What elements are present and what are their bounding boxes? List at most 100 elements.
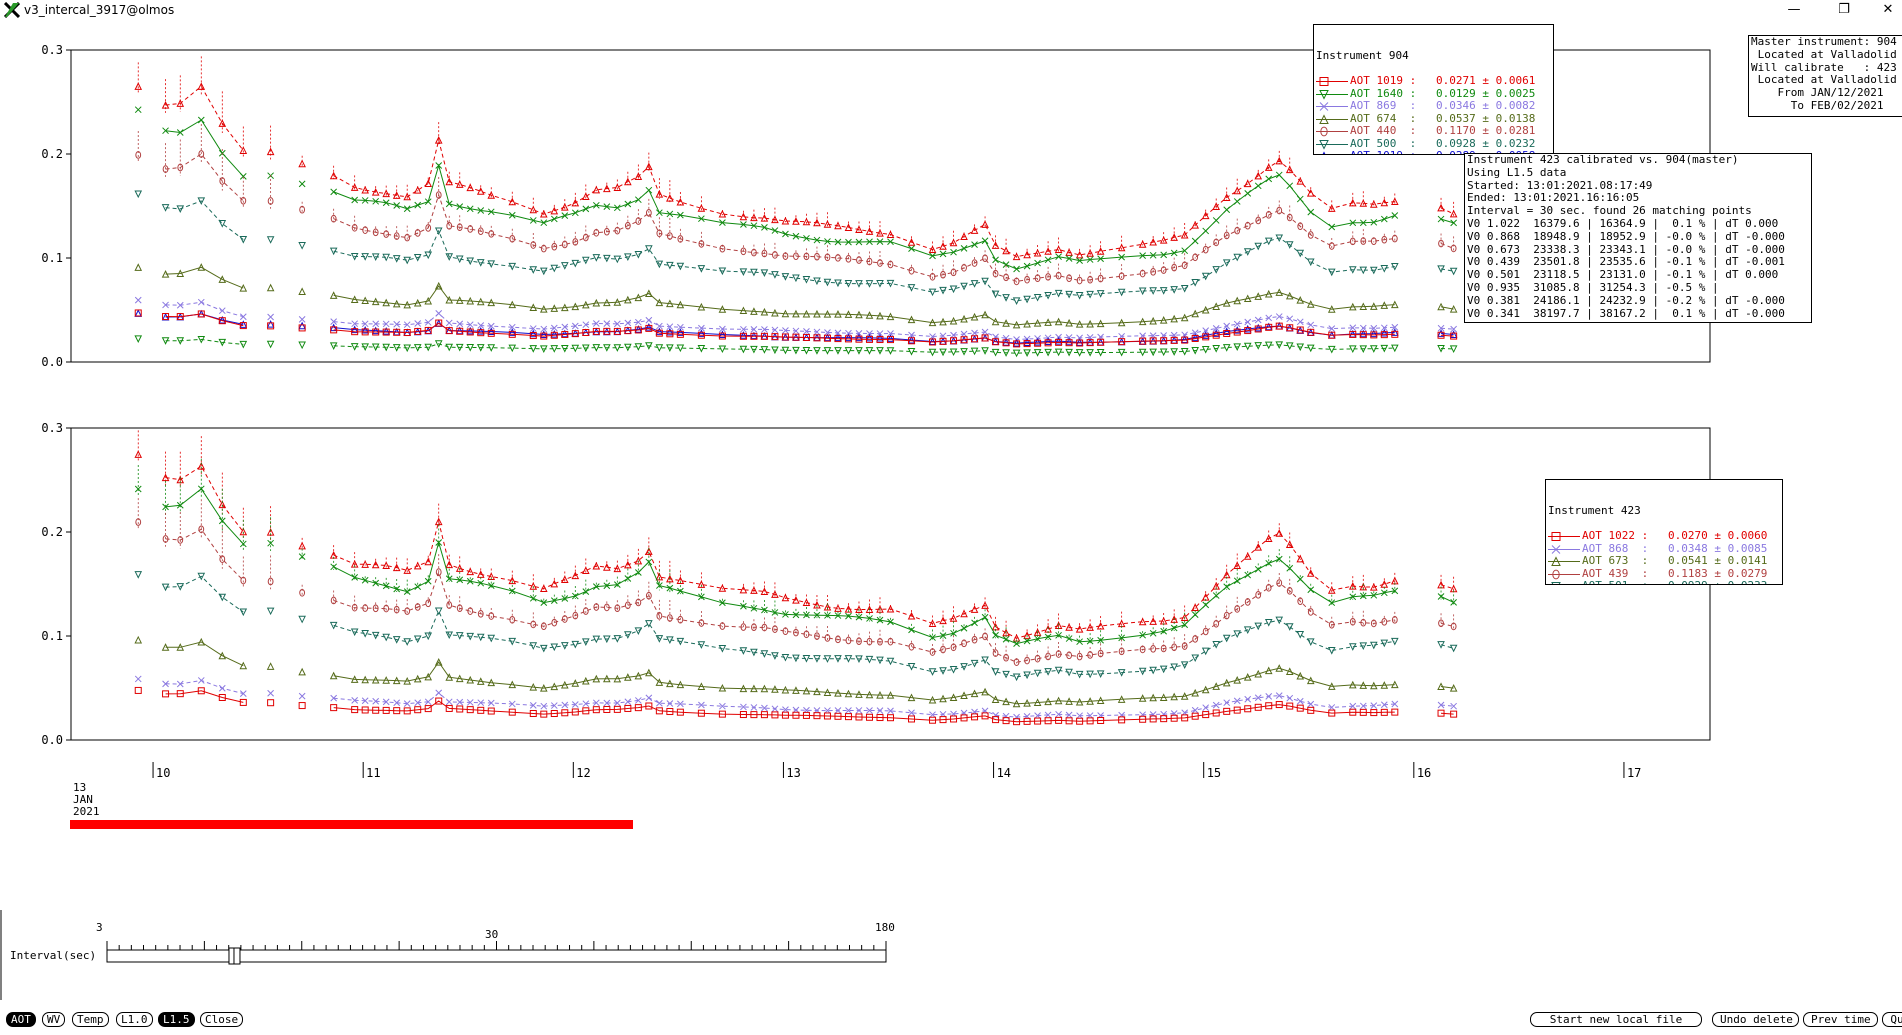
data-point — [760, 269, 769, 278]
data-point — [1033, 248, 1042, 257]
data-point — [455, 632, 464, 640]
slider-track[interactable] — [106, 949, 887, 963]
data-point — [772, 251, 778, 259]
data-point — [540, 332, 548, 340]
x-marker-icon — [1316, 102, 1348, 111]
data-point — [718, 332, 726, 340]
data-point — [1139, 715, 1147, 723]
mode-button-close[interactable]: Close — [200, 1012, 244, 1027]
data-point — [645, 245, 653, 253]
data-point — [856, 256, 862, 264]
data-point — [1171, 643, 1178, 652]
data-point — [802, 333, 810, 341]
data-point — [887, 330, 894, 337]
data-point — [382, 328, 390, 336]
legend-value: 0.0541 ± 0.0141 — [1668, 554, 1768, 567]
data-point — [1254, 316, 1262, 324]
data-point — [698, 701, 705, 709]
action-button-qu[interactable]: Qu — [1882, 1012, 1902, 1027]
data-point — [403, 321, 411, 329]
data-point — [781, 685, 790, 694]
data-point — [218, 307, 226, 315]
data-point — [750, 684, 758, 693]
data-point — [697, 302, 706, 311]
data-point — [1391, 330, 1399, 338]
data-point — [571, 640, 580, 649]
data-point — [907, 693, 916, 702]
data-point — [445, 295, 454, 304]
action-button-undo-delete[interactable]: Undo delete — [1712, 1012, 1799, 1027]
data-point — [218, 338, 227, 347]
data-point — [1380, 331, 1388, 339]
action-button-prev-time[interactable]: Prev time — [1803, 1012, 1878, 1027]
data-point — [813, 328, 821, 336]
interval-slider[interactable] — [106, 941, 887, 965]
data-point — [1391, 328, 1399, 336]
close-button[interactable]: ✕ — [1882, 2, 1894, 17]
data-point — [856, 637, 862, 646]
data-point — [1023, 295, 1031, 304]
data-point — [424, 296, 433, 305]
data-point — [455, 674, 464, 683]
data-point — [634, 293, 643, 302]
mode-button-l15[interactable]: L1.5 — [158, 1012, 195, 1027]
mode-button-aot[interactable]: AOT — [6, 1012, 36, 1027]
app-logo-icon — [4, 2, 20, 18]
data-point — [1044, 348, 1052, 357]
restore-button[interactable]: ❐ — [1838, 2, 1850, 17]
data-point — [949, 285, 958, 294]
data-point — [487, 634, 496, 643]
data-point — [782, 327, 789, 334]
data-point — [761, 623, 768, 632]
data-point — [1380, 708, 1388, 716]
data-point — [1327, 305, 1336, 313]
data-point — [266, 283, 275, 292]
data-point — [298, 321, 306, 330]
data-point — [1437, 215, 1445, 223]
data-point — [572, 238, 579, 246]
data-point — [434, 281, 443, 290]
data-point — [329, 291, 338, 299]
data-point — [134, 485, 142, 493]
data-point — [1201, 211, 1210, 220]
data-point — [539, 209, 548, 218]
data-point — [1233, 577, 1241, 585]
action-button-start-new-local-file[interactable]: Start new local file — [1530, 1012, 1702, 1027]
data-point — [1013, 718, 1021, 726]
data-point — [434, 136, 443, 144]
tri-down-marker-icon — [1316, 139, 1348, 150]
data-point — [834, 221, 842, 230]
time-range-bar[interactable] — [70, 820, 633, 829]
data-point — [991, 695, 1000, 704]
minimize-button[interactable]: — — [1787, 2, 1801, 17]
data-point — [488, 612, 495, 620]
data-point — [960, 314, 968, 323]
data-point — [876, 238, 884, 245]
data-point — [750, 648, 758, 657]
data-point — [1391, 708, 1399, 716]
data-point — [218, 684, 226, 692]
data-point — [550, 324, 558, 332]
data-point — [771, 215, 779, 224]
data-point — [1160, 710, 1168, 718]
data-point — [218, 651, 227, 660]
data-point — [435, 689, 443, 697]
data-point — [698, 619, 705, 627]
data-point — [603, 603, 610, 612]
data-point — [771, 333, 779, 341]
data-point — [750, 331, 758, 340]
data-point — [330, 318, 338, 325]
data-point — [350, 675, 359, 683]
data-point — [1450, 332, 1458, 340]
data-point — [1327, 345, 1336, 354]
data-point — [908, 331, 915, 339]
data-point — [939, 242, 947, 250]
mode-button-wv[interactable]: WV — [42, 1012, 66, 1027]
mode-button-temp[interactable]: Temp — [72, 1012, 109, 1027]
data-point — [887, 336, 894, 344]
data-point — [361, 697, 369, 705]
legend-value: 0.0537 ± 0.0138 — [1436, 111, 1536, 125]
data-point — [771, 685, 779, 693]
data-point — [392, 344, 401, 352]
mode-button-l10[interactable]: L1.0 — [116, 1012, 153, 1027]
